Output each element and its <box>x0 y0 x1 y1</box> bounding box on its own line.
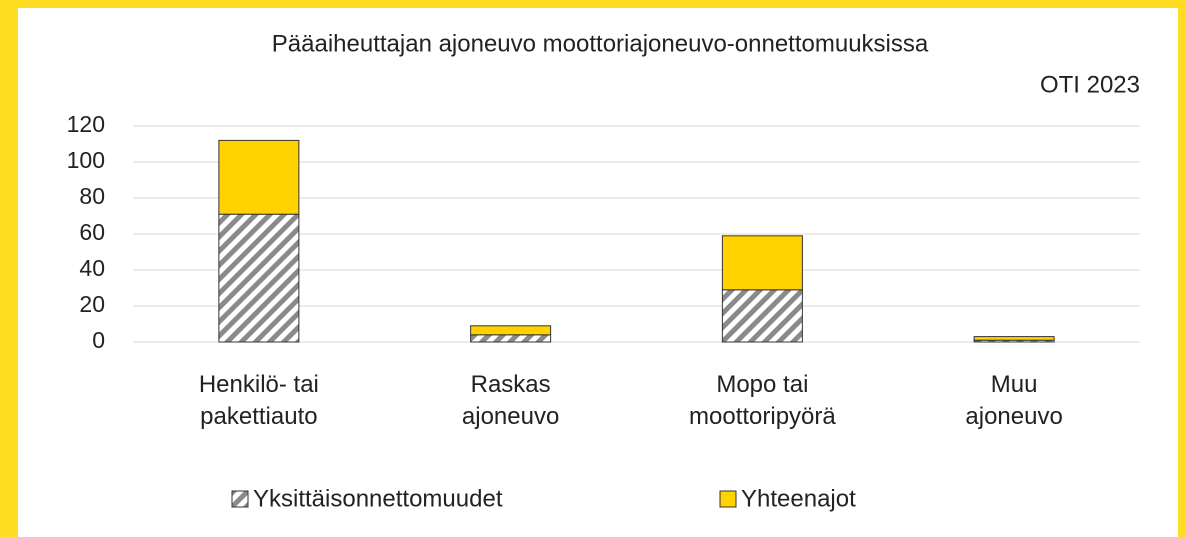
y-tick-label: 20 <box>79 291 105 317</box>
panel <box>18 8 1178 537</box>
x-tick-label: Muu ajoneuvo <box>965 371 1063 430</box>
bar-segment <box>721 289 803 343</box>
bar-segment <box>470 334 552 343</box>
bar-segment <box>973 336 1055 341</box>
bar-segment <box>218 213 300 343</box>
legend-label: Yksittäisonnettomuudet <box>253 485 503 512</box>
bar-segment <box>218 139 300 215</box>
legend-swatch <box>231 490 249 508</box>
legend-label: Yhteenajot <box>741 485 856 512</box>
y-tick-label: 100 <box>67 147 105 173</box>
x-tick-label: Raskas ajoneuvo <box>461 371 560 430</box>
x-tick-label: Mopo tai moottoripyörä <box>689 371 836 430</box>
chart-title: Pääaiheuttajan ajoneuvo moottoriajoneuvo… <box>272 30 929 57</box>
y-tick-label: 40 <box>79 255 105 281</box>
chart-subtitle: OTI 2023 <box>1040 71 1140 98</box>
bar-segment <box>721 235 803 291</box>
y-tick-label: 80 <box>79 183 105 209</box>
bar-segment <box>470 325 552 336</box>
y-tick-label: 60 <box>79 219 105 245</box>
y-tick-label: 120 <box>67 111 105 137</box>
x-tick-label: Henkilö- tai pakettiauto <box>198 371 319 430</box>
y-tick-label: 0 <box>92 327 105 353</box>
legend-swatch <box>719 490 737 508</box>
